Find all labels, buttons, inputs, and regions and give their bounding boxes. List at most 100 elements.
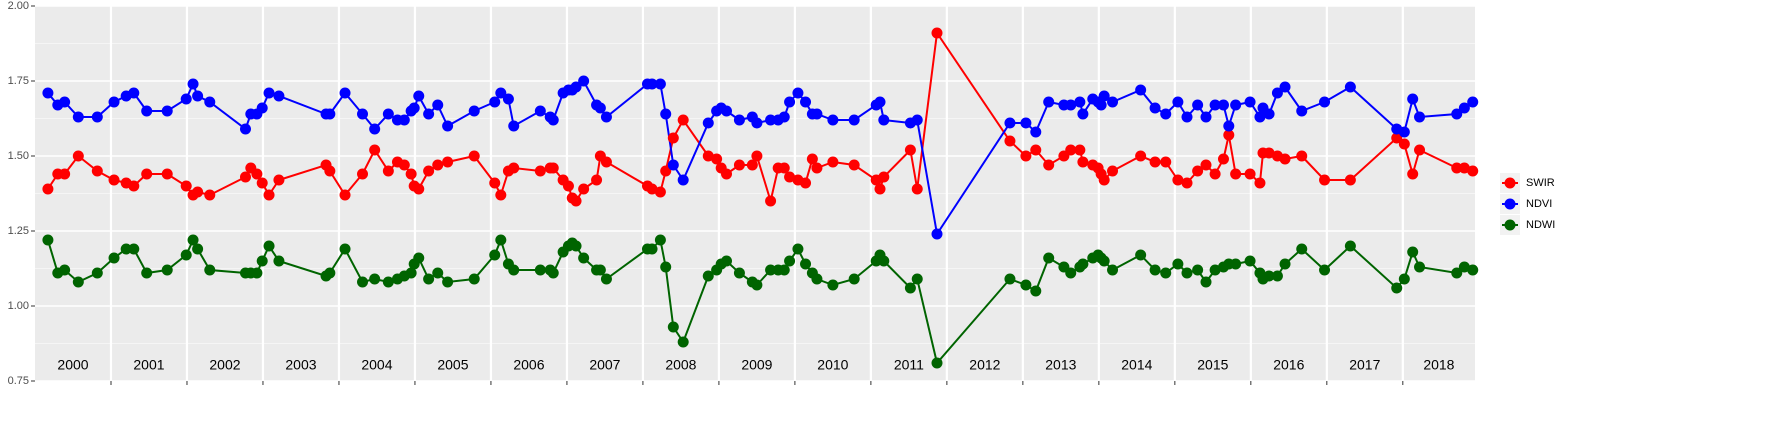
data-point [1160,156,1172,168]
data-point [508,120,520,132]
data-point [1407,246,1419,258]
data-point [878,255,890,267]
data-point [128,87,140,99]
data-point [1020,117,1032,129]
data-point [827,279,839,291]
data-point [180,93,192,105]
data-point [1319,264,1331,276]
data-point [1344,174,1356,186]
data-point [660,108,672,120]
period-label: 2009 [741,357,772,373]
data-point [733,114,745,126]
data-point [273,255,285,267]
data-point [702,270,714,282]
data-point [677,114,689,126]
data-point [1135,150,1147,162]
period-label: 2012 [969,357,1000,373]
data-point [677,174,689,186]
data-point [1296,150,1308,162]
legend-label: NDVI [1526,198,1552,210]
period-label: 2010 [817,357,848,373]
data-point [534,264,546,276]
data-point [423,273,435,285]
data-point [654,234,666,246]
data-point [534,165,546,177]
data-point [42,87,54,99]
period-label: 2015 [1197,357,1228,373]
data-point [591,174,603,186]
data-point [1098,90,1110,102]
data-point [1172,96,1184,108]
data-point [59,264,71,276]
data-point [1074,96,1086,108]
data-point [1135,84,1147,96]
data-point [1209,264,1221,276]
data-point [570,195,582,207]
data-point [432,267,444,279]
data-point [59,96,71,108]
data-point [792,87,804,99]
data-point [180,249,192,261]
data-point [42,183,54,195]
data-point [878,114,890,126]
data-point [495,189,507,201]
data-point [660,165,672,177]
data-point [1263,108,1275,120]
data-point [1098,174,1110,186]
data-point [1407,93,1419,105]
data-point [1458,162,1470,174]
data-point [339,87,351,99]
data-point [1209,99,1221,111]
data-point [1077,156,1089,168]
data-point [1160,267,1172,279]
data-point [263,87,275,99]
data-point [646,78,658,90]
period-label: 2018 [1423,357,1454,373]
data-point [848,114,860,126]
data-point [1467,264,1479,276]
data-point [811,162,823,174]
data-point [192,90,204,102]
data-point [578,183,590,195]
period-label: 2001 [133,357,164,373]
data-point [1043,159,1055,171]
data-point [187,234,199,246]
data-point [751,150,763,162]
y-tick-label: 2.00 [8,0,29,12]
data-point [702,150,714,162]
data-point [413,90,425,102]
data-point [931,357,943,369]
data-point [848,273,860,285]
data-point [570,81,582,93]
data-point [72,276,84,288]
data-point [324,108,336,120]
data-point [1244,168,1256,180]
data-point [1451,162,1463,174]
data-point [1414,144,1426,156]
data-point [508,162,520,174]
data-point [382,165,394,177]
data-point [398,159,410,171]
data-point [806,153,818,165]
data-point [1230,168,1242,180]
legend-marker [1504,177,1516,189]
data-point [1030,126,1042,138]
data-point [1391,132,1403,144]
data-point [1254,111,1266,123]
data-point [800,177,812,189]
data-point [1217,153,1229,165]
data-point [263,240,275,252]
data-point [547,267,559,279]
data-point [784,96,796,108]
data-point [405,267,417,279]
data-point [1223,120,1235,132]
data-point [1200,111,1212,123]
data-point [1271,270,1283,282]
data-point [778,162,790,174]
data-point [408,102,420,114]
data-point [369,144,381,156]
legend-marker [1504,219,1516,231]
data-point [432,159,444,171]
data-point [204,264,216,276]
